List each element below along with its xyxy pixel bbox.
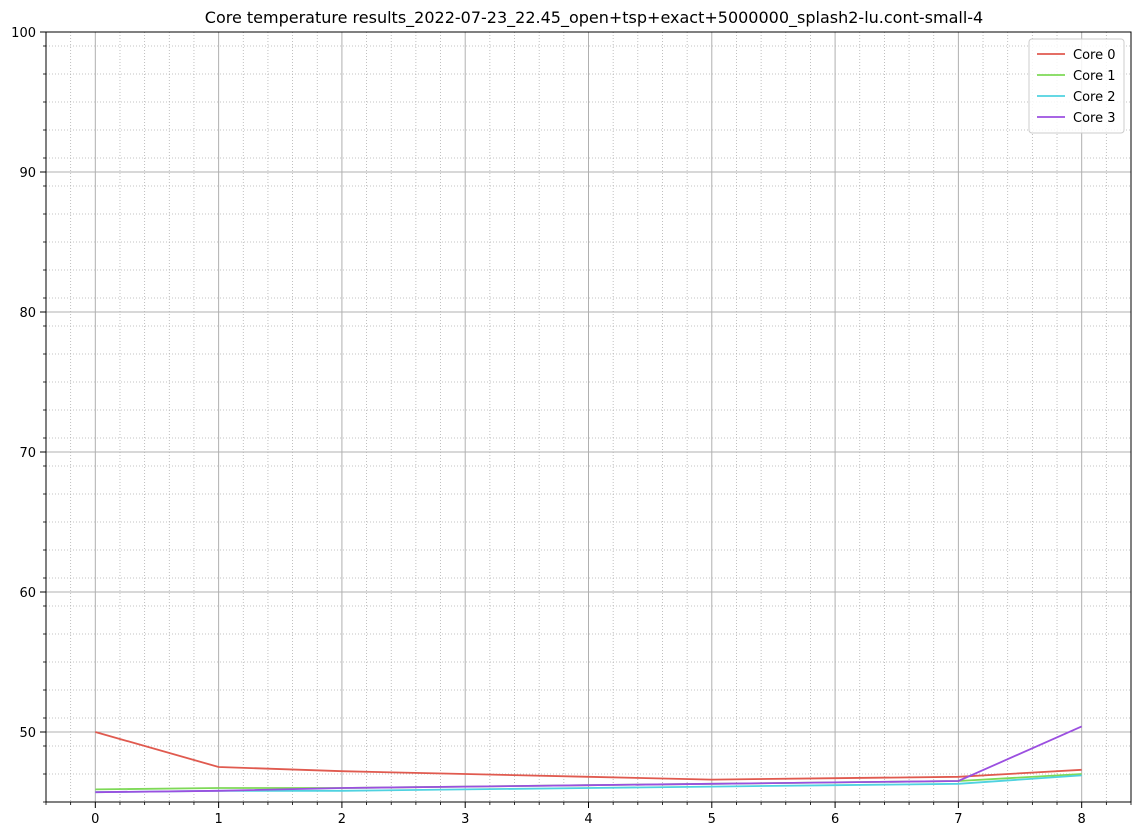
x-tick-label: 0	[91, 812, 99, 827]
y-tick-label: 70	[19, 446, 36, 461]
y-tick-label: 90	[19, 166, 36, 181]
y-tick-label: 60	[19, 586, 36, 601]
x-tick-label: 7	[954, 812, 962, 827]
y-tick-label: 80	[19, 306, 36, 321]
x-tick-label: 5	[708, 812, 716, 827]
legend-label-core-3: Core 3	[1073, 111, 1116, 126]
x-tick-label: 2	[338, 812, 346, 827]
series-line-core-0	[95, 731, 1082, 781]
x-tick-label: 4	[584, 812, 592, 827]
series-line-core-3	[95, 725, 1083, 794]
legend-label-core-0: Core 0	[1073, 48, 1116, 63]
legend-label-core-2: Core 2	[1073, 90, 1116, 105]
y-tick-label: 50	[19, 726, 36, 741]
x-tick-label: 1	[214, 812, 222, 827]
x-tick-label: 3	[461, 812, 469, 827]
legend-box	[1028, 38, 1125, 134]
x-tick-label: 8	[1078, 812, 1086, 827]
legend-label-core-1: Core 1	[1073, 69, 1116, 84]
chart-title: Core temperature results_2022-07-23_22.4…	[205, 8, 983, 28]
series-line-core-2	[95, 774, 1082, 794]
x-tick-label: 6	[831, 812, 839, 827]
y-tick-label: 100	[11, 26, 36, 41]
plot-area: 0 1 2 3 4 5 6 7 8 50 60 70 80 90 100 Core 0 Core 1 Core 2…	[11, 26, 1132, 827]
